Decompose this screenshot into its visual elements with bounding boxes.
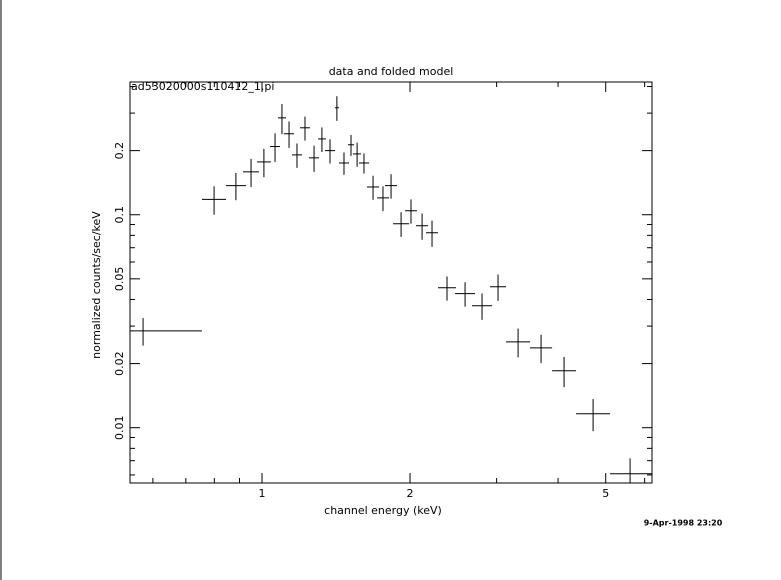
- y-tick-label: 0.02: [113, 351, 126, 376]
- x-axis-label: channel energy (keV): [324, 504, 442, 517]
- y-axis-label: normalized counts/sec/keV: [90, 211, 103, 359]
- chart-subtitle: ad53020000s110412_1.pi: [131, 80, 274, 93]
- data-points: [130, 96, 652, 483]
- x-tick-label: 5: [602, 487, 609, 500]
- y-tick-label: 0.01: [113, 415, 126, 440]
- y-tick-label: 0.1: [113, 206, 126, 224]
- y-tick-label: 0.05: [113, 267, 126, 292]
- plot-frame: [129, 81, 653, 484]
- x-tick-label: 2: [407, 487, 414, 500]
- y-tick-label: 0.2: [113, 142, 126, 160]
- chart-title: data and folded model: [329, 65, 454, 78]
- x-tick-label: 1: [258, 487, 265, 500]
- timestamp: 9-Apr-1998 23:20: [644, 519, 723, 528]
